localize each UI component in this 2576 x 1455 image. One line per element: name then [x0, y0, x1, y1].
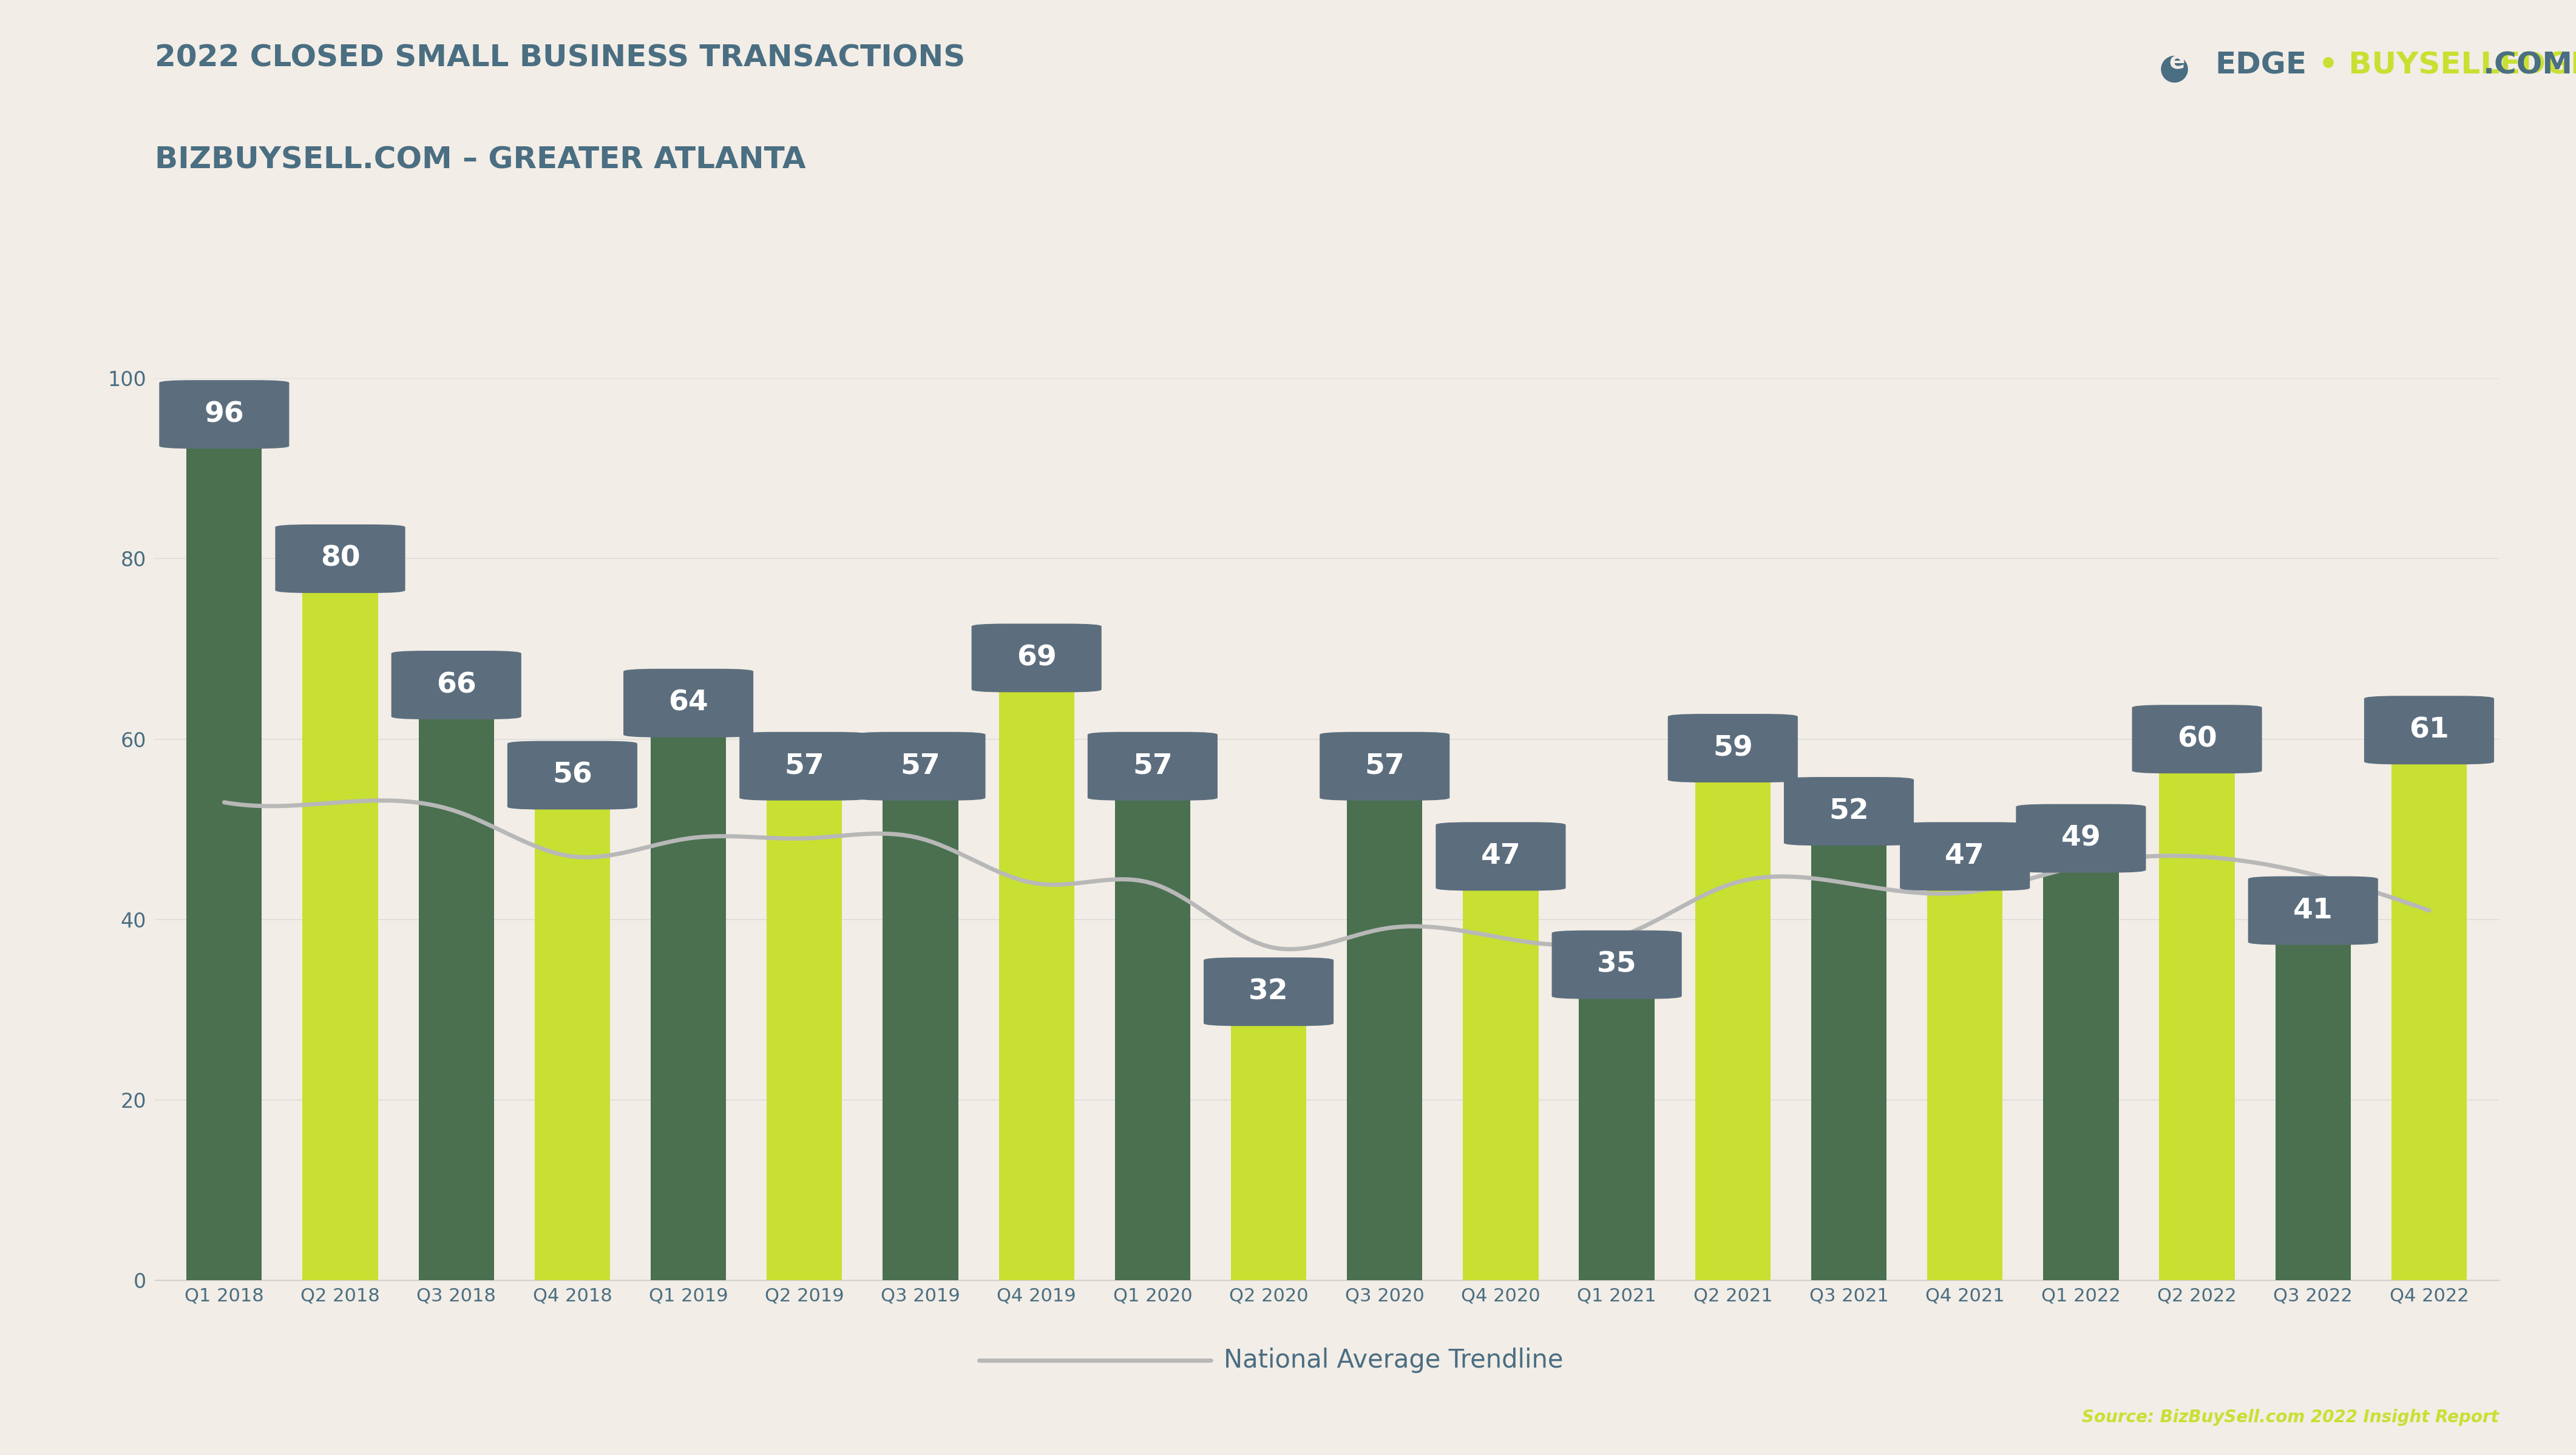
Bar — [768, 767, 842, 1280]
Text: • BUYSELLEDGE: • BUYSELLEDGE — [2318, 51, 2576, 80]
FancyBboxPatch shape — [2133, 704, 2262, 774]
Bar — [1695, 748, 1770, 1280]
FancyBboxPatch shape — [1783, 777, 1914, 845]
FancyBboxPatch shape — [1667, 714, 1798, 783]
Text: EDGE: EDGE — [2215, 51, 2308, 80]
Bar — [185, 415, 263, 1280]
Text: 47: 47 — [1945, 842, 1986, 870]
Text: 61: 61 — [2409, 716, 2450, 744]
Bar — [301, 559, 379, 1280]
Bar — [2043, 838, 2117, 1280]
FancyBboxPatch shape — [507, 741, 636, 809]
FancyBboxPatch shape — [1087, 732, 1218, 800]
Bar — [2275, 911, 2352, 1280]
Text: 57: 57 — [1365, 752, 1404, 780]
Text: ●: ● — [2159, 51, 2190, 86]
FancyBboxPatch shape — [1435, 822, 1566, 890]
Text: 59: 59 — [1713, 735, 1752, 762]
Bar — [536, 776, 611, 1280]
Text: 56: 56 — [551, 761, 592, 789]
Bar — [2159, 739, 2236, 1280]
Text: e: e — [2169, 51, 2184, 74]
Text: 49: 49 — [2061, 825, 2102, 853]
FancyBboxPatch shape — [623, 669, 752, 738]
Text: BIZBUYSELL.COM – GREATER ATLANTA: BIZBUYSELL.COM – GREATER ATLANTA — [155, 146, 806, 175]
FancyBboxPatch shape — [160, 380, 289, 448]
Bar — [1811, 812, 1886, 1280]
Text: 32: 32 — [1249, 978, 1288, 1005]
FancyBboxPatch shape — [2017, 805, 2146, 873]
FancyBboxPatch shape — [971, 624, 1103, 693]
Text: 52: 52 — [1829, 797, 1868, 825]
Text: Source: BizBuySell.com 2022 Insight Report: Source: BizBuySell.com 2022 Insight Repo… — [2081, 1408, 2499, 1426]
FancyBboxPatch shape — [392, 650, 520, 719]
Bar — [1579, 965, 1654, 1280]
FancyBboxPatch shape — [1551, 930, 1682, 1000]
FancyBboxPatch shape — [1319, 732, 1450, 800]
Bar — [1115, 767, 1190, 1280]
Bar — [2391, 730, 2468, 1280]
Text: National Average Trendline: National Average Trendline — [1224, 1347, 1564, 1374]
Bar — [999, 658, 1074, 1280]
Text: 69: 69 — [1018, 645, 1056, 672]
Text: 57: 57 — [902, 752, 940, 780]
FancyBboxPatch shape — [276, 524, 404, 594]
Text: 35: 35 — [1597, 952, 1636, 978]
Text: .COM: .COM — [2483, 51, 2573, 80]
Text: 66: 66 — [435, 671, 477, 698]
Text: 47: 47 — [1481, 842, 1520, 870]
Text: 64: 64 — [667, 690, 708, 717]
Bar — [1463, 857, 1538, 1280]
FancyBboxPatch shape — [1203, 957, 1334, 1026]
FancyBboxPatch shape — [855, 732, 987, 800]
Bar — [417, 685, 495, 1280]
Text: 2022 CLOSED SMALL BUSINESS TRANSACTIONS: 2022 CLOSED SMALL BUSINESS TRANSACTIONS — [155, 44, 966, 73]
FancyBboxPatch shape — [739, 732, 871, 800]
Bar — [1231, 992, 1306, 1280]
Bar — [1347, 767, 1422, 1280]
Text: 41: 41 — [2293, 896, 2334, 924]
Bar — [884, 767, 958, 1280]
FancyBboxPatch shape — [2249, 876, 2378, 944]
Text: 96: 96 — [204, 400, 245, 428]
Text: 57: 57 — [1133, 752, 1172, 780]
Text: 80: 80 — [319, 546, 361, 572]
Text: 57: 57 — [786, 752, 824, 780]
Bar — [1927, 857, 2002, 1280]
Text: 60: 60 — [2177, 726, 2218, 752]
Bar — [652, 703, 726, 1280]
FancyBboxPatch shape — [1901, 822, 2030, 890]
FancyBboxPatch shape — [2365, 695, 2494, 764]
